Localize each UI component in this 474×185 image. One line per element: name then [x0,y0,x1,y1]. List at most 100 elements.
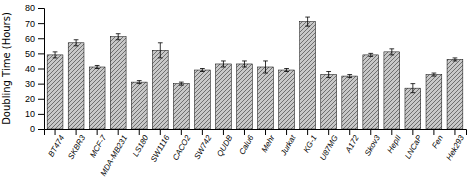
bar [110,37,126,129]
axis-line [38,9,45,130]
error-stem [139,81,140,84]
y-tick: 0 [30,124,44,134]
bar [405,88,421,129]
error-cap [326,77,331,78]
bar [300,22,316,129]
bar [173,84,189,129]
y-tick: 70 [25,19,44,29]
error-cap [368,53,373,54]
error-cap [200,71,205,72]
tick-mark [349,129,350,135]
error-cap [284,68,289,69]
tick-mark [38,84,44,85]
x-tick: MCF-7 [88,129,108,159]
error-cap [53,51,58,52]
error-stem [265,61,266,73]
x-tick: QUDB [215,129,235,158]
error-bar [305,17,310,26]
tick-mark [328,129,329,135]
tick-mark [391,129,392,135]
tick-label: Fen [430,133,445,150]
error-bar [158,43,163,58]
error-cap [53,57,58,58]
error-cap [200,68,205,69]
bar [89,67,105,129]
error-stem [286,69,287,72]
tick-label: A172 [343,133,361,155]
bar [426,75,442,129]
y-tick: 20 [25,94,44,104]
bar [152,50,168,129]
tick-label: Calu6 [237,133,256,156]
error-bar [368,53,373,56]
error-cap [74,39,79,40]
error-cap [410,83,415,84]
tick-mark [223,129,224,135]
tick-label: Mehr [260,133,277,154]
error-cap [221,66,226,67]
tick-label: 10 [25,109,35,119]
tick-mark [139,129,140,135]
bar [237,64,253,129]
tick-mark [38,23,44,24]
x-tick: Mehr [260,129,277,154]
bar [258,67,274,129]
error-stem [181,82,182,85]
error-stem [433,73,434,76]
tick-mark [181,129,182,135]
tick-label: Skov3 [363,133,382,157]
tick-label: 80 [25,3,35,13]
error-cap [389,48,394,49]
error-stem [412,84,413,93]
error-bar [95,65,100,68]
error-stem [454,58,455,61]
x-tick: U87MG [318,129,340,162]
error-cap [179,85,184,86]
tick-label: SW742 [193,133,214,161]
error-bar [200,69,205,72]
error-stem [202,69,203,72]
x-tick: A172 [343,129,361,155]
y-tick: 50 [25,49,44,59]
tick-mark [307,129,308,135]
error-bar [242,61,247,67]
bar [131,82,147,129]
tick-mark [38,114,44,115]
y-tick: 30 [25,79,44,89]
x-axis: BT474SKBR3MCF-7MDA-MB231LS180SW1116CACO2… [45,129,467,178]
tick-label: Jurkat [278,133,298,158]
error-cap [242,66,247,67]
bar [384,52,400,129]
x-tick: BT474 [47,129,67,159]
tick-mark [38,53,44,54]
bar [194,70,210,129]
tick-mark [38,8,44,9]
tick-mark [38,99,44,100]
x-tick: MDA-MB231 [99,129,130,178]
error-cap [305,17,310,18]
error-stem [160,43,161,58]
error-cap [95,68,100,69]
tick-mark [454,129,455,135]
error-cap [410,92,415,93]
chart: 01020304050607080BT474SKBR3MCF-7MDA-MB23… [0,0,474,185]
error-bar [326,72,331,78]
x-tick: Calu6 [237,129,256,156]
x-tick: SW742 [193,129,214,161]
error-cap [221,60,226,61]
tick-mark [55,129,56,135]
tick-label: LNCaP [403,133,424,160]
y-axis: 01020304050607080 [25,3,45,134]
bars [47,17,463,129]
x-tick: CACO2 [171,129,193,162]
error-stem [328,72,329,78]
error-stem [55,52,56,58]
error-cap [158,57,163,58]
tick-label: 60 [25,34,35,44]
axis-line [45,130,467,136]
tick-label: SKBR3 [66,133,87,161]
error-cap [368,56,373,57]
bar [363,55,379,129]
tick-mark [412,129,413,135]
error-cap [116,39,121,40]
